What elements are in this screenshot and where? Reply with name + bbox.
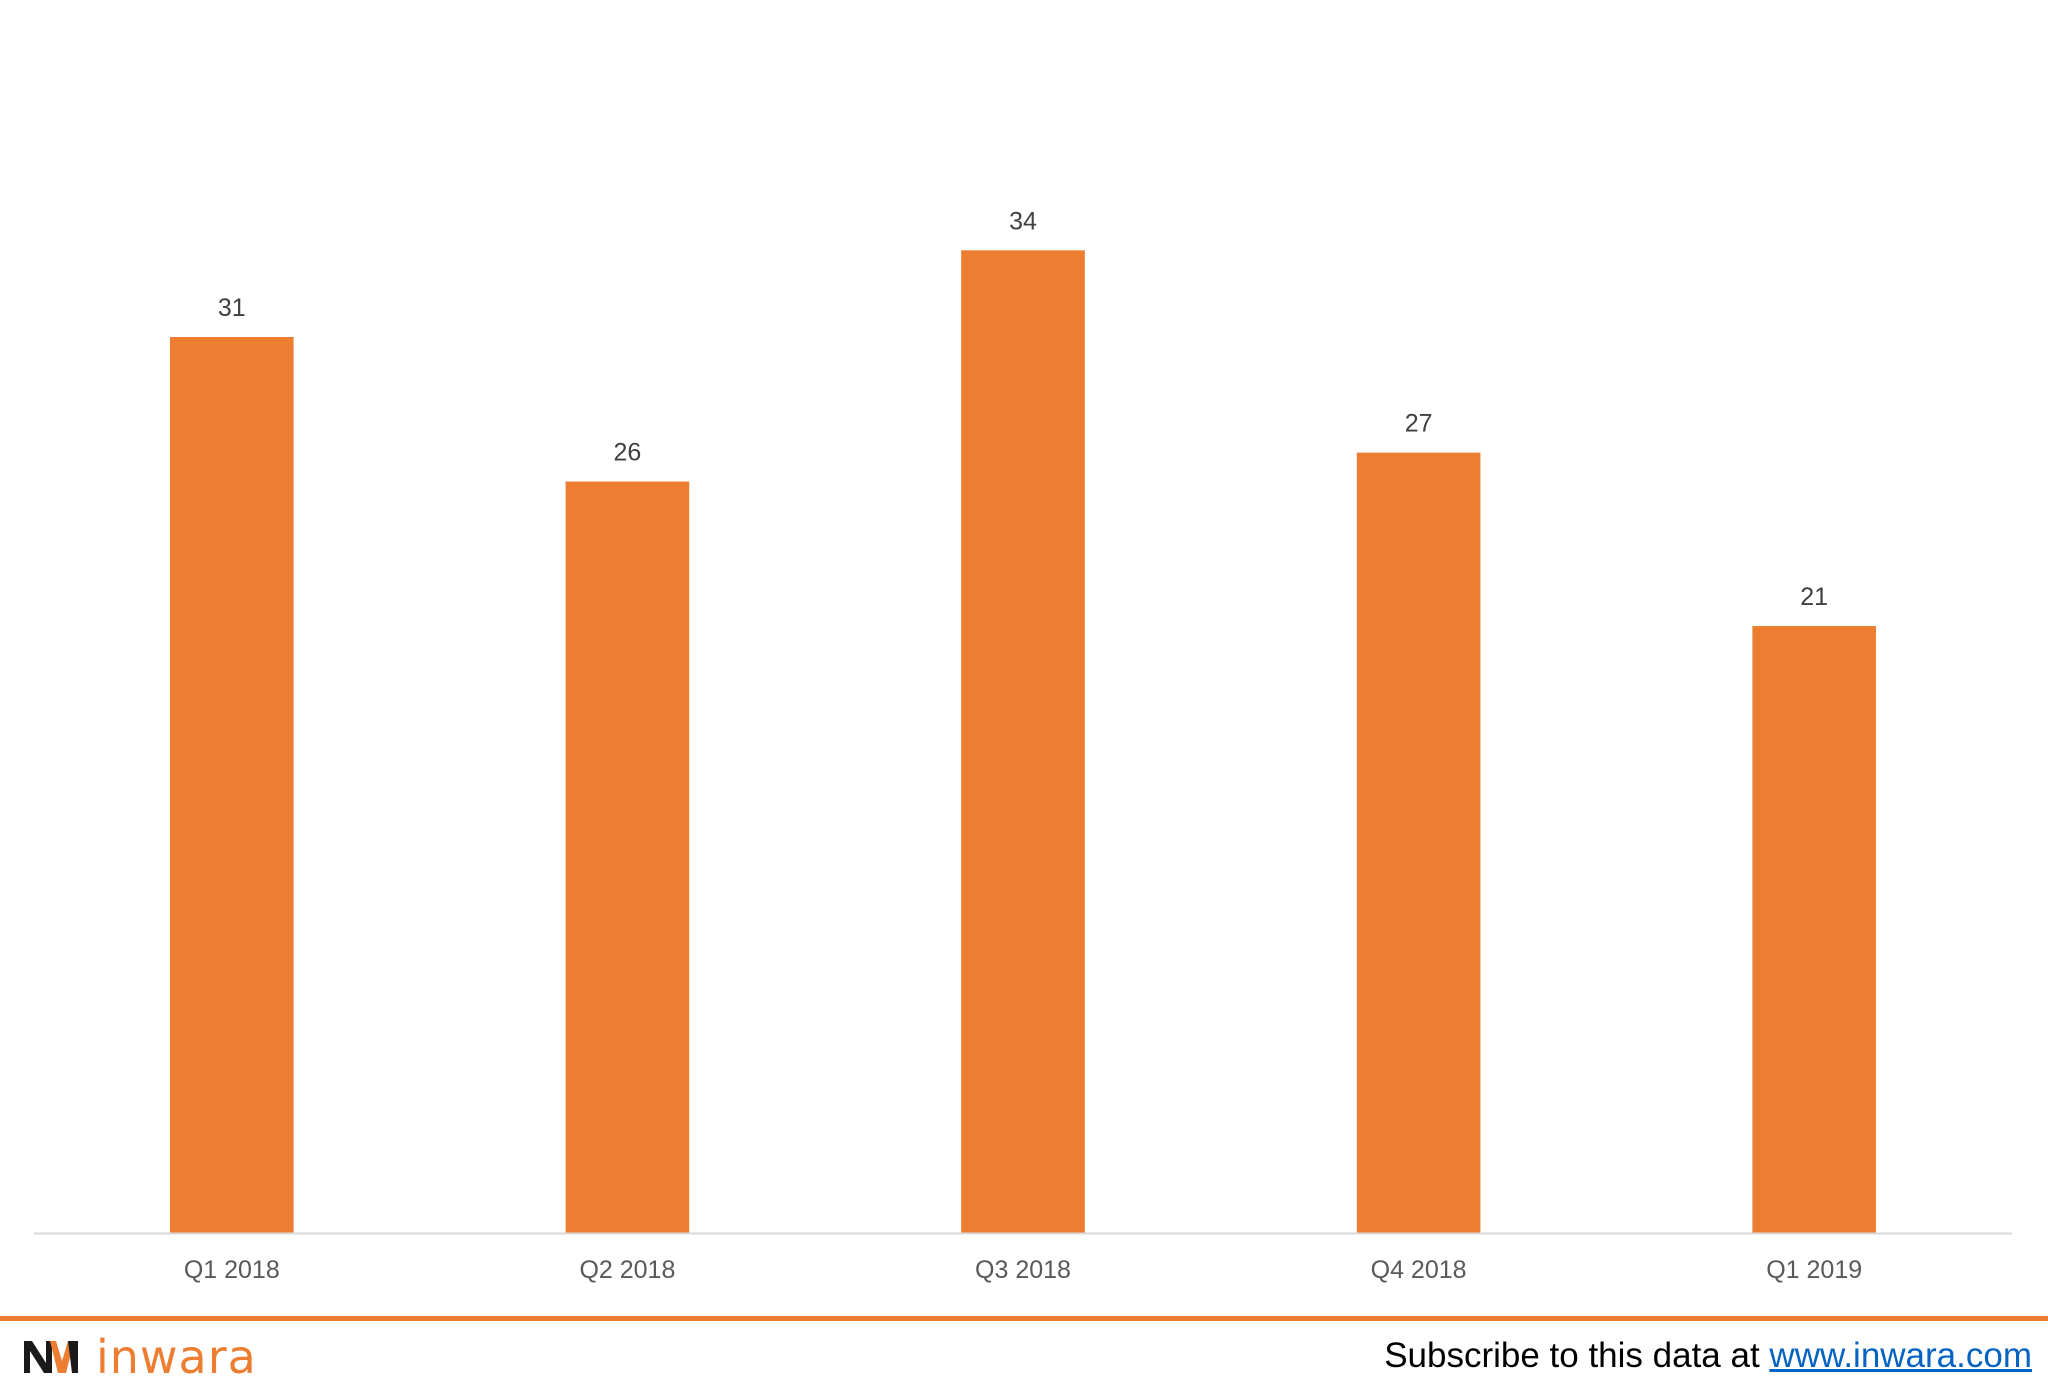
x-tick-label: Q3 2018 [975,1256,1071,1284]
data-label: 26 [613,439,641,467]
data-label: 34 [1009,207,1037,235]
x-tick-labels-group: Q1 2018 Q2 2018 Q3 2018 Q4 2018 Q1 2019 [184,1256,1862,1284]
inwara-logo: inwara [22,1334,257,1380]
bar-q3-2018 [961,250,1085,1233]
bar-q4-2018 [1356,452,1481,1233]
bar-q2-2018 [565,481,690,1233]
x-tick-label: Q1 2019 [1766,1256,1862,1284]
data-labels-group: 31 26 34 27 21 [218,207,1828,611]
subscribe-note: Subscribe to this data at www.inwara.com [1384,1336,2032,1376]
inwara-logo-mark-icon [24,1341,78,1373]
data-label: 21 [1800,583,1828,611]
data-label: 31 [218,294,246,322]
subscribe-text: Subscribe to this data at [1384,1336,1770,1375]
bar-q1-2019 [1752,626,1877,1233]
data-label: 27 [1405,410,1433,438]
x-tick-label: Q1 2018 [184,1256,280,1284]
bar-q1-2018 [169,337,294,1233]
footer-divider [0,1316,2048,1321]
x-tick-label: Q4 2018 [1371,1256,1467,1284]
logo-wordmark: inwara [96,1330,257,1384]
bars-group [169,250,1877,1233]
website-link[interactable]: www.inwara.com [1769,1336,2032,1375]
x-tick-label: Q2 2018 [579,1256,675,1284]
